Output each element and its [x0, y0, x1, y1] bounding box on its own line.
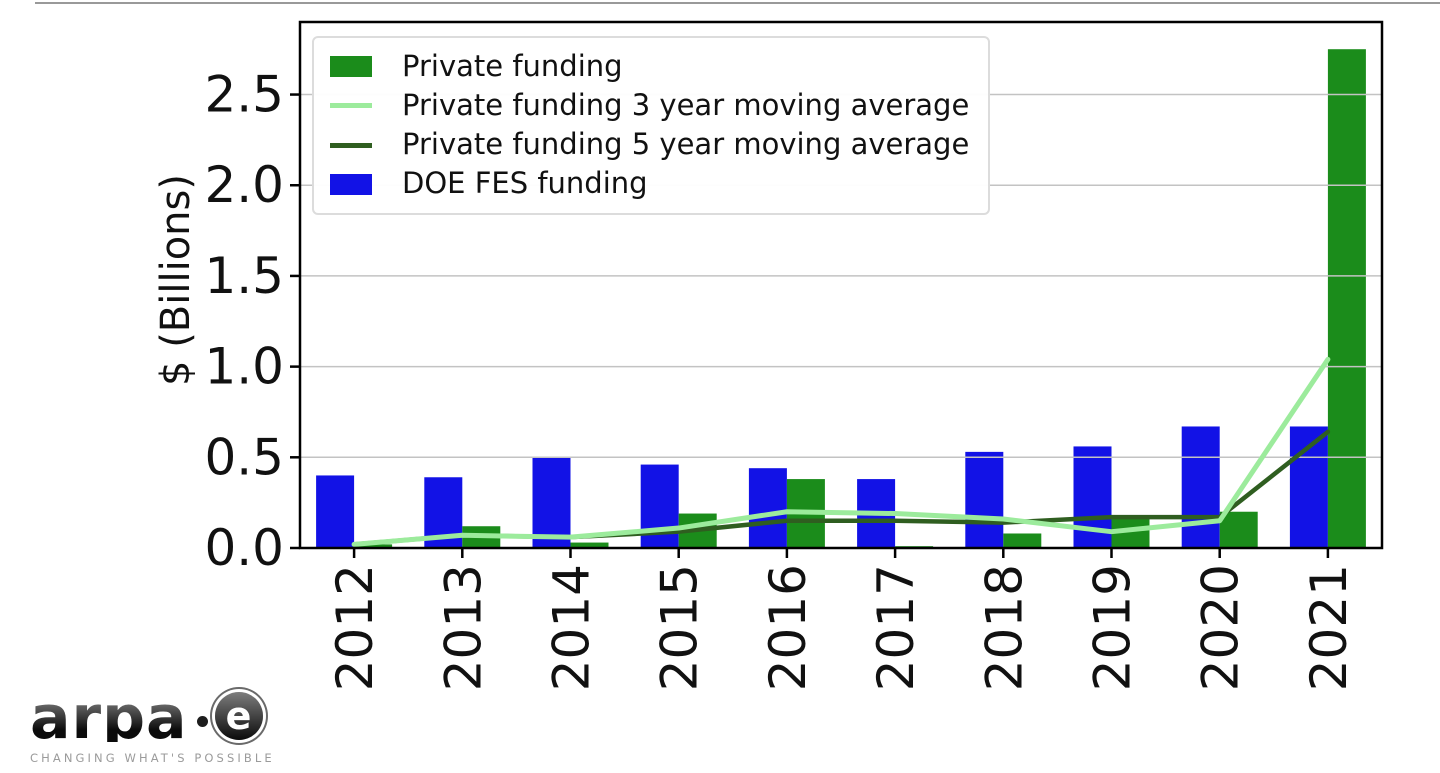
- x-tick-label-2015: 2015: [651, 564, 709, 691]
- arpae-logo: arpa e CHANGING WHAT'S POSSIBLE: [30, 683, 275, 765]
- legend-label: Private funding 3 year moving average: [402, 88, 970, 123]
- legend-label: DOE FES funding: [402, 166, 648, 201]
- legend-item-3: Private funding 5 year moving average: [330, 127, 972, 162]
- bar-private-2021: [1327, 49, 1366, 548]
- bar-doe-fes-2018: [965, 451, 1004, 548]
- x-tick-label-2019: 2019: [1084, 564, 1142, 691]
- chart-legend: Private funding Private funding 3 year mo…: [312, 36, 990, 215]
- y-tick-label-2.0: 2.0: [204, 156, 284, 214]
- x-tick-label-2021: 2021: [1300, 564, 1358, 691]
- legend-item-2: Private funding 3 year moving average: [330, 88, 972, 123]
- y-tick-label-1.5: 1.5: [204, 247, 284, 305]
- bar-doe-fes-2020: [1181, 426, 1220, 548]
- line-private-3yr-avg: [351, 356, 1331, 547]
- x-tick-label-2012: 2012: [326, 564, 384, 691]
- logo-wordmark: arpa e: [30, 683, 275, 753]
- legend-line-swatch-icon: [330, 142, 372, 148]
- x-tick-label-2017: 2017: [867, 564, 925, 691]
- x-tick-label-2014: 2014: [543, 564, 601, 691]
- y-axis-label: $ (Billions): [153, 174, 199, 386]
- logo-tagline: CHANGING WHAT'S POSSIBLE: [30, 751, 275, 765]
- plot-border: [298, 20, 1384, 550]
- bar-private-2018: [1003, 533, 1042, 548]
- legend-label: Private funding: [402, 49, 623, 83]
- logo-e-icon: e: [214, 692, 263, 740]
- legend-line-swatch-icon: [330, 103, 372, 109]
- logo-dot-icon: [196, 715, 208, 727]
- y-tick-label-0.0: 0.0: [204, 519, 284, 577]
- logo-text-arpa: arpa: [30, 683, 188, 753]
- bar-doe-fes-2014: [532, 457, 571, 548]
- legend-item-1: Private funding: [330, 49, 972, 83]
- x-tick-label-2020: 2020: [1192, 564, 1250, 691]
- legend-bar-swatch-icon: [330, 173, 372, 195]
- bar-private-2012: [354, 544, 393, 548]
- top-divider: [35, 2, 1440, 4]
- y-tick-label-2.5: 2.5: [204, 66, 284, 124]
- y-tick-label-1.0: 1.0: [204, 338, 284, 396]
- x-tick-label-2018: 2018: [975, 564, 1033, 691]
- x-tick-label-2013: 2013: [434, 564, 492, 691]
- legend-label: Private funding 5 year moving average: [402, 127, 970, 162]
- y-tick-label-0.5: 0.5: [204, 428, 284, 486]
- bar-doe-fes-2012: [316, 475, 355, 548]
- legend-bar-swatch-icon: [330, 56, 372, 78]
- bar-doe-fes-2016: [748, 468, 787, 548]
- bar-private-2014: [570, 542, 609, 548]
- legend-item-4: DOE FES funding: [330, 166, 972, 201]
- bar-private-2020: [1219, 511, 1258, 548]
- x-tick-label-2016: 2016: [759, 564, 817, 691]
